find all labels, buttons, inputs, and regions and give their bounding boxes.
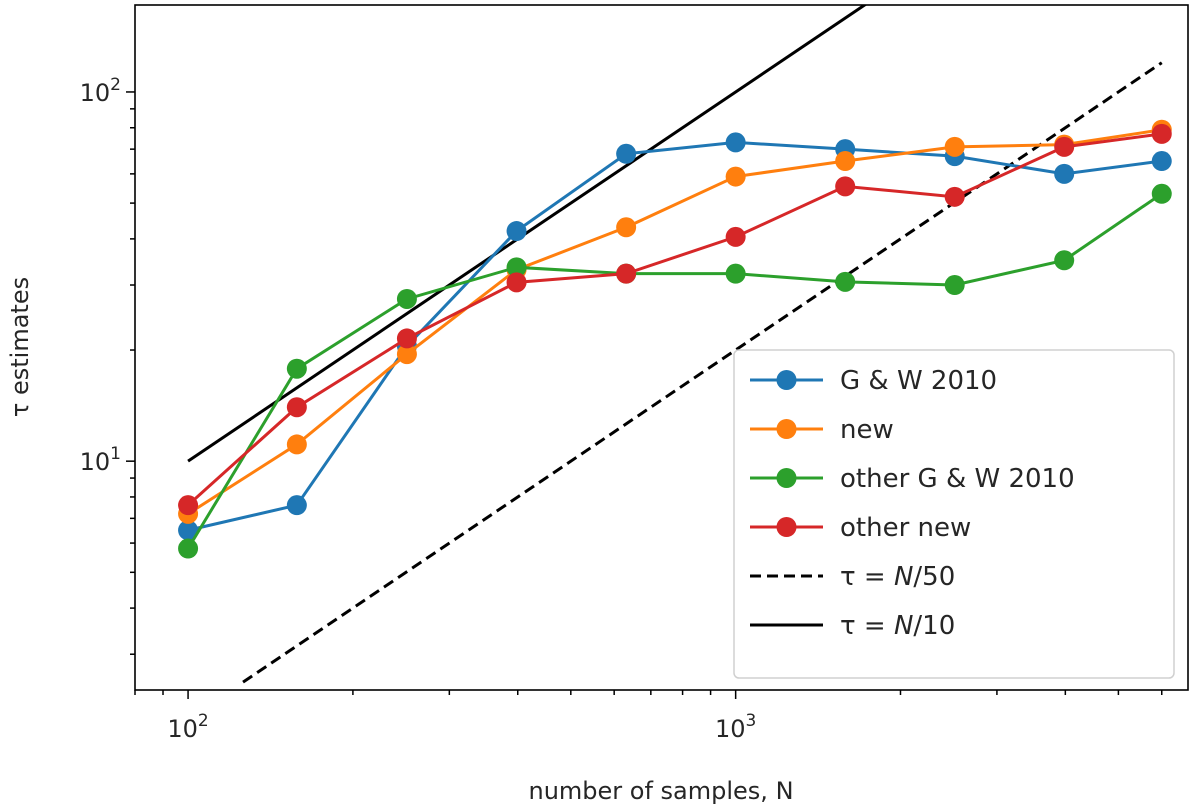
tick-base: 10 <box>80 448 111 476</box>
data-point <box>286 434 307 455</box>
legend-entry: other new <box>750 513 971 543</box>
data-point <box>944 136 965 157</box>
series-4 <box>178 123 1172 516</box>
legend-entry: τ = N/10 <box>750 611 955 641</box>
legend-label: G & W 2010 <box>840 366 997 396</box>
data-point <box>506 221 527 242</box>
x-axis-label-text: number of samples, N <box>528 777 793 805</box>
tick-exponent: 2 <box>198 711 209 731</box>
legend-swatch-marker <box>776 370 797 390</box>
data-point <box>1151 151 1172 172</box>
data-point <box>616 143 637 164</box>
y-tick-label: 102 <box>80 75 121 107</box>
legend-swatch-marker <box>776 468 797 488</box>
data-point <box>944 186 965 207</box>
data-point <box>506 272 527 293</box>
data-point <box>178 520 199 541</box>
data-point <box>1151 123 1172 144</box>
data-point <box>835 151 856 172</box>
data-point <box>286 358 307 379</box>
data-point <box>396 328 417 349</box>
legend-label: other G & W 2010 <box>840 464 1075 494</box>
legend-label: τ = N/10 <box>840 611 955 641</box>
tick-exponent: 2 <box>110 75 121 95</box>
data-point <box>725 226 746 247</box>
y-axis-label: τ estimates <box>6 277 34 417</box>
tick-base: 10 <box>715 715 746 743</box>
y-axis-label-text: τ estimates <box>6 277 34 417</box>
data-point <box>616 263 637 284</box>
data-point <box>286 397 307 418</box>
reference-line-n-over-10 <box>187 5 868 463</box>
data-point <box>506 257 527 278</box>
data-point <box>396 344 417 365</box>
legend-entry: other G & W 2010 <box>750 464 1075 494</box>
series-line <box>187 128 1162 516</box>
legend-entry: τ = N/50 <box>750 562 955 592</box>
x-tick-label: 102 <box>167 711 208 743</box>
axis-ticks <box>126 91 1163 699</box>
plot-frame <box>134 4 1189 691</box>
data-point <box>286 495 307 516</box>
data-point <box>725 166 746 187</box>
x-axis-label: number of samples, N <box>528 777 793 805</box>
tick-exponent: 1 <box>110 444 121 464</box>
series-line <box>187 140 1162 532</box>
data-point <box>1151 183 1172 204</box>
y-tick-label: 101 <box>80 444 121 476</box>
legend-box <box>733 349 1175 679</box>
tick-base: 10 <box>167 715 198 743</box>
data-point <box>1054 250 1075 271</box>
legend-label: new <box>840 415 894 445</box>
legend-label: other new <box>840 513 971 543</box>
data-point <box>835 176 856 197</box>
x-tick-label: 103 <box>715 711 756 743</box>
data-point <box>396 288 417 309</box>
data-series <box>178 119 1172 559</box>
data-point <box>725 132 746 153</box>
data-point <box>178 538 199 559</box>
data-point <box>725 263 746 284</box>
data-point <box>1054 136 1075 157</box>
legend-entry: new <box>750 415 894 445</box>
series-line <box>186 192 1163 550</box>
data-point <box>1054 163 1075 184</box>
series-line <box>187 132 1162 507</box>
data-point <box>835 271 856 292</box>
legend-swatch-marker <box>776 517 797 537</box>
legend-entry: G & W 2010 <box>750 366 997 396</box>
data-point <box>944 275 965 296</box>
data-point <box>178 495 199 516</box>
tick-base: 10 <box>80 79 111 107</box>
legend: G & W 2010 new other G & W 2010 other new τ … <box>733 349 1175 679</box>
data-point <box>616 217 637 238</box>
legend-label: τ = N/50 <box>840 562 955 592</box>
legend-swatch-marker <box>776 419 797 439</box>
series-3 <box>178 183 1172 559</box>
tick-exponent: 3 <box>746 711 757 731</box>
